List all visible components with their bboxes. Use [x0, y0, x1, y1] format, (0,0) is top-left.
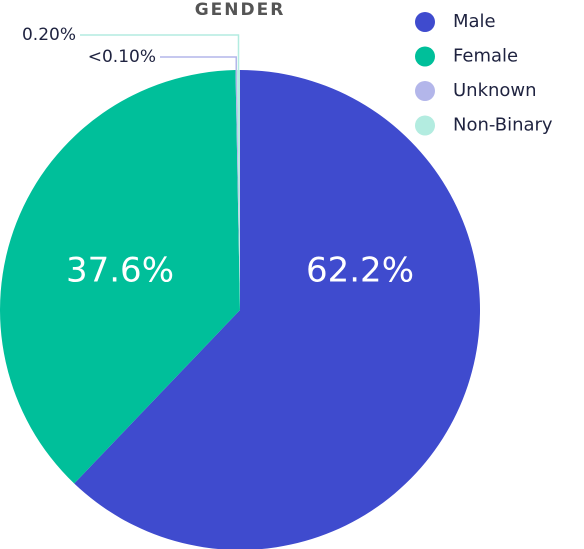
pie-slice	[0, 70, 240, 484]
legend-swatch	[415, 115, 435, 136]
legend-swatch	[415, 12, 435, 32]
legend-label: Unknown	[453, 80, 537, 101]
legend-label: Non-Binary	[453, 115, 553, 136]
leader-line	[80, 34, 240, 71]
leader-line	[160, 56, 237, 71]
slice-label: 62.2%	[306, 251, 414, 291]
pie-slice	[236, 70, 240, 310]
chart-title: GENDER	[195, 0, 286, 20]
slice-label: 0.20%	[22, 25, 76, 45]
pie-slice	[235, 70, 240, 310]
legend-label: Female	[453, 46, 518, 67]
legend-label: Male	[453, 11, 496, 32]
pie-slice	[74, 70, 480, 549]
legend-swatch	[415, 46, 435, 67]
slice-label: <0.10%	[88, 47, 156, 67]
slice-label: 37.6%	[66, 251, 174, 291]
legend-swatch	[415, 81, 435, 101]
